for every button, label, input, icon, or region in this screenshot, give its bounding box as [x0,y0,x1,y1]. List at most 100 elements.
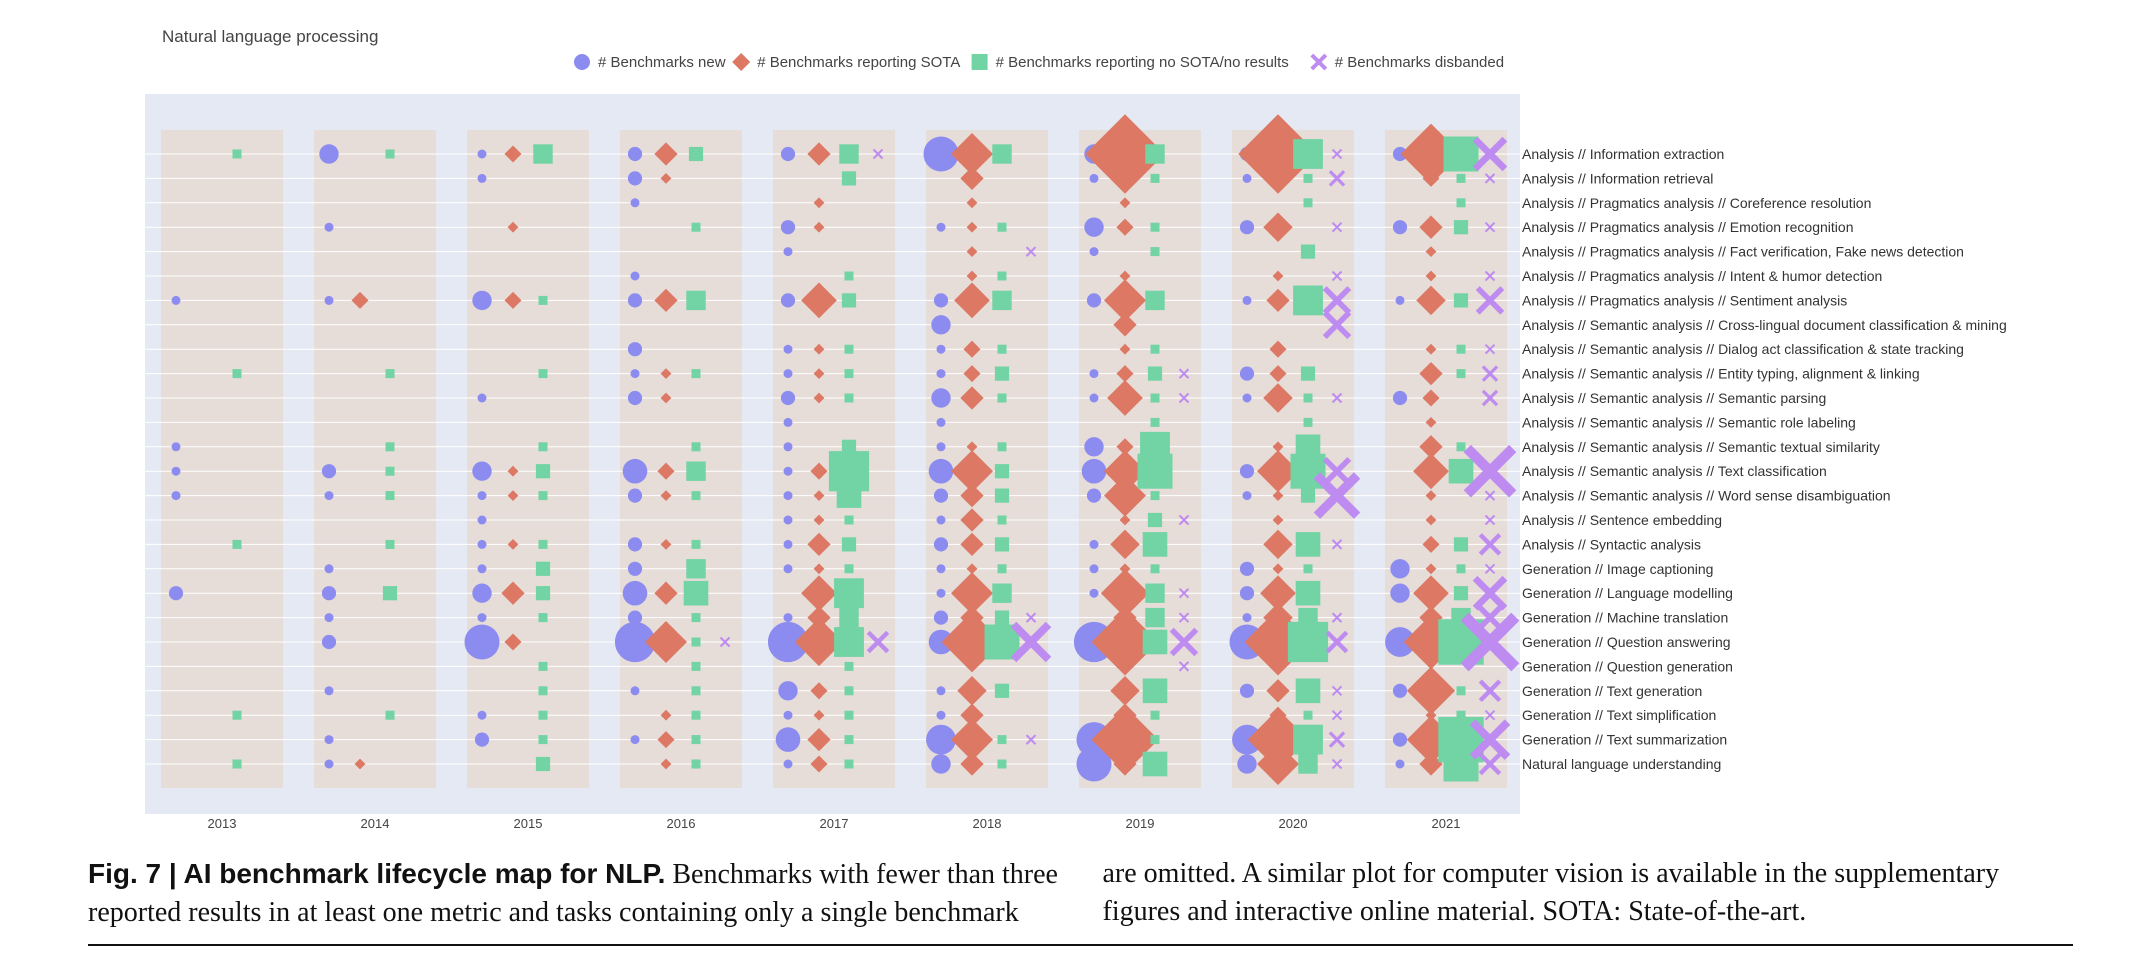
task-label: Generation // Text generation [1522,683,1702,699]
sota-marker [963,340,981,358]
legend-label: # Benchmarks disbanded [1335,54,1504,71]
sota-marker [951,450,993,493]
new-benchmark-marker [928,458,954,484]
no-sota-marker [691,539,701,549]
new-benchmark-marker [472,290,492,311]
no-sota-marker [538,710,548,720]
no-sota-marker [1150,564,1160,574]
new-benchmark-marker [477,491,487,501]
new-benchmark-marker [464,624,500,660]
sota-marker [966,197,978,209]
no-sota-marker [538,491,548,501]
figure-caption: Fig. 7 | AI benchmark lifecycle map for … [88,855,2073,932]
new-benchmark-marker [933,537,949,552]
sota-marker [660,539,672,550]
no-sota-marker [1287,621,1329,663]
sota-marker [504,145,522,163]
year-band [1385,130,1507,788]
disbanded-marker [1484,490,1496,501]
disbanded-marker [866,630,890,654]
no-sota-marker [691,369,701,379]
disbanded-marker [1178,392,1190,404]
no-sota-marker [1142,678,1168,704]
no-sota-marker [691,442,701,452]
new-benchmark-marker [627,537,643,552]
disbanded-marker [1178,514,1190,526]
new-benchmark-marker [1242,491,1252,501]
task-label: Natural language understanding [1522,756,1721,772]
no-sota-marker [844,564,854,574]
sota-marker [507,490,519,501]
no-sota-marker [997,271,1007,281]
sota-marker [1110,676,1140,706]
task-label: Generation // Language modelling [1522,585,1733,601]
sota-marker [1413,575,1449,612]
disbanded-marker [1025,734,1037,745]
new-benchmark-marker [477,564,487,574]
no-sota-marker [1145,290,1165,311]
no-sota-marker [994,488,1010,503]
sota-marker [657,731,675,749]
no-sota-marker [688,146,704,162]
no-sota-marker [984,624,1020,660]
new-benchmark-marker [477,613,487,623]
sota-marker [966,270,978,282]
no-sota-marker [691,710,701,720]
task-label: Generation // Text simplification [1522,707,1716,723]
year-label: 2018 [973,816,1002,831]
no-sota-marker [538,661,548,671]
disbanded-marker [1331,758,1343,770]
new-benchmark-marker [936,417,946,427]
no-sota-marker [841,439,857,454]
disbanded-marker [1481,389,1499,407]
no-sota-marker [1150,393,1160,403]
new-benchmark-marker [171,442,181,452]
new-benchmark-marker [627,146,643,162]
no-sota-marker [997,515,1007,525]
sota-marker [810,462,828,480]
no-sota-marker [1443,136,1479,172]
lifecycle-chart: Natural language processing # Benchmarks… [145,27,2007,831]
no-sota-marker [538,442,548,452]
legend-x-marker [1310,53,1328,71]
new-benchmark-marker [171,466,181,476]
sota-marker [1422,389,1440,407]
no-sota-marker [691,686,701,696]
new-benchmark-marker [778,681,798,701]
no-sota-marker [691,661,701,671]
sota-marker [960,508,984,532]
new-benchmark-marker [627,293,643,308]
sota-marker [1116,365,1134,383]
no-sota-marker [1303,393,1313,403]
no-sota-marker [1453,537,1469,552]
no-sota-marker [844,759,854,769]
new-benchmark-marker [926,724,956,755]
new-benchmark-marker [477,173,487,183]
no-sota-marker [385,369,395,379]
sota-marker [951,718,993,761]
new-benchmark-marker [324,491,334,501]
no-sota-marker [1303,564,1313,574]
sota-marker [507,465,519,477]
sota-marker [1425,343,1437,355]
legend-label: # Benchmarks reporting no SOTA/no result… [996,54,1289,71]
disbanded-marker [1484,343,1496,355]
new-benchmark-marker [1239,561,1255,576]
new-benchmark-marker [933,610,949,625]
sota-marker [1419,752,1443,776]
no-sota-marker [844,686,854,696]
task-label: Analysis // Information retrieval [1522,170,1713,186]
no-sota-marker [1150,344,1160,354]
disbanded-marker [1331,270,1343,282]
disbanded-marker [1481,365,1499,382]
sota-marker [1104,279,1146,322]
sota-marker [1406,715,1456,764]
no-sota-marker [691,735,701,745]
new-benchmark-marker [1089,247,1099,257]
no-sota-marker [997,393,1007,403]
disbanded-marker [1478,679,1502,703]
no-sota-marker [538,369,548,379]
sota-marker [960,166,984,191]
caption-label: Fig. 7 | AI benchmark lifecycle map for … [88,858,666,889]
no-sota-marker [1303,198,1313,208]
